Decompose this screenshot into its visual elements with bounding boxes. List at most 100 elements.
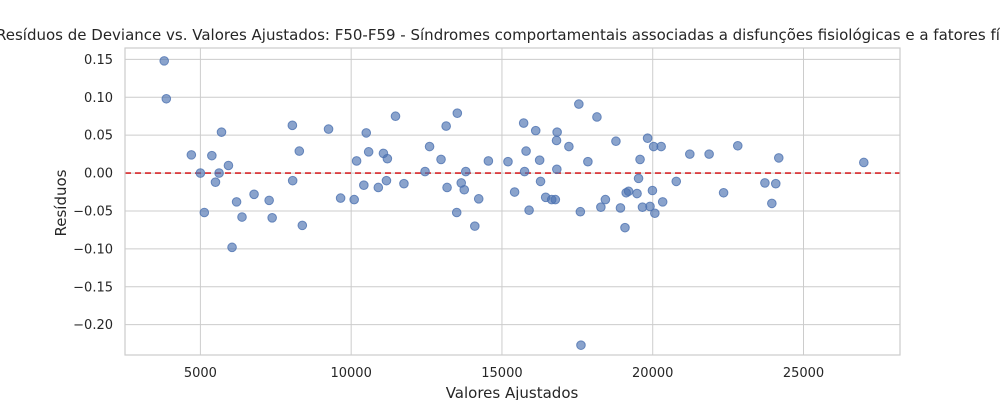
data-point	[530, 125, 541, 136]
x-gridlines	[199, 48, 805, 355]
x-tick-label: 5000	[184, 366, 217, 381]
y-axis-label: Resíduos	[52, 169, 70, 236]
data-point	[550, 194, 561, 205]
data-point	[633, 173, 644, 184]
data-point	[459, 184, 470, 195]
x-tick-label: 10000	[330, 366, 371, 381]
data-point	[335, 193, 346, 203]
y-tick-label: 0.00	[84, 167, 113, 182]
data-point	[535, 176, 546, 187]
data-point	[632, 188, 642, 199]
data-point	[770, 178, 781, 189]
data-point	[186, 150, 197, 160]
data-point	[635, 154, 645, 165]
data-point	[760, 178, 770, 188]
data-point	[297, 220, 308, 231]
data-point	[552, 127, 562, 137]
data-point	[161, 93, 172, 104]
data-point	[656, 141, 666, 152]
data-point	[551, 135, 562, 146]
data-point	[381, 175, 392, 186]
data-point	[518, 118, 529, 128]
data-point	[718, 187, 729, 198]
data-point	[524, 205, 534, 216]
data-point	[349, 194, 359, 205]
y-tick-label: 0.15	[84, 53, 113, 68]
data-point	[361, 128, 372, 138]
data-point	[767, 198, 777, 209]
data-points	[159, 56, 869, 350]
data-point	[483, 156, 494, 166]
data-point	[351, 156, 362, 166]
data-point	[210, 177, 221, 187]
data-point	[773, 153, 784, 163]
data-point	[575, 206, 586, 217]
data-point	[223, 160, 234, 171]
data-point	[452, 108, 463, 118]
data-point	[159, 56, 170, 66]
data-point	[287, 175, 298, 186]
data-point	[267, 212, 277, 223]
y-tick-label: −0.15	[73, 280, 113, 295]
y-tick-labels: −0.20 −0.15 −0.10 −0.05 0.00 0.05 0.10 0.15	[73, 53, 113, 333]
y-tick-label: −0.10	[73, 242, 113, 257]
data-point	[583, 156, 593, 167]
data-point	[685, 149, 695, 159]
data-point	[470, 221, 480, 231]
data-point	[620, 222, 630, 233]
data-point	[382, 153, 393, 164]
data-point	[287, 120, 298, 131]
data-point	[373, 182, 384, 193]
data-point	[859, 157, 869, 168]
y-tick-label: 0.05	[84, 129, 113, 144]
data-point	[451, 207, 462, 218]
data-point	[534, 155, 545, 165]
data-point	[436, 154, 446, 165]
data-point	[207, 150, 217, 161]
x-axis-label: Valores Ajustados	[446, 384, 579, 400]
data-point	[231, 197, 242, 207]
data-point	[596, 202, 606, 212]
data-point	[704, 149, 714, 159]
data-point	[615, 203, 626, 213]
data-point	[460, 166, 471, 177]
data-point	[227, 242, 237, 253]
data-point	[195, 168, 206, 178]
data-point	[420, 166, 430, 177]
y-tick-label: −0.05	[73, 204, 113, 219]
data-point	[214, 168, 224, 178]
data-point	[657, 197, 668, 207]
data-point	[600, 194, 611, 205]
data-point	[323, 124, 334, 134]
y-tick-label: 0.10	[84, 91, 113, 106]
data-point	[199, 207, 210, 218]
plot-frame	[124, 47, 901, 356]
x-tick-label: 15000	[481, 366, 522, 381]
data-point	[442, 182, 452, 193]
y-tick-label: −0.20	[73, 318, 113, 333]
data-point	[519, 166, 530, 177]
data-point	[732, 140, 743, 151]
data-point	[645, 201, 655, 212]
data-point	[574, 99, 584, 109]
data-point	[576, 340, 586, 350]
data-point	[564, 141, 574, 152]
data-point	[237, 212, 247, 222]
x-tick-labels: 5000 10000 15000 20000 25000	[184, 366, 824, 381]
x-tick-label: 25000	[783, 366, 824, 381]
data-point	[264, 195, 274, 206]
data-point	[441, 121, 451, 131]
data-point	[249, 189, 259, 200]
data-point	[399, 178, 409, 189]
data-point	[521, 146, 531, 156]
data-point	[294, 146, 305, 156]
data-point	[592, 112, 602, 122]
data-point	[611, 136, 621, 147]
data-point	[623, 186, 634, 197]
data-point	[647, 185, 658, 196]
data-point	[650, 208, 660, 219]
data-point	[424, 141, 435, 152]
data-point	[390, 111, 401, 122]
data-point	[473, 194, 484, 204]
